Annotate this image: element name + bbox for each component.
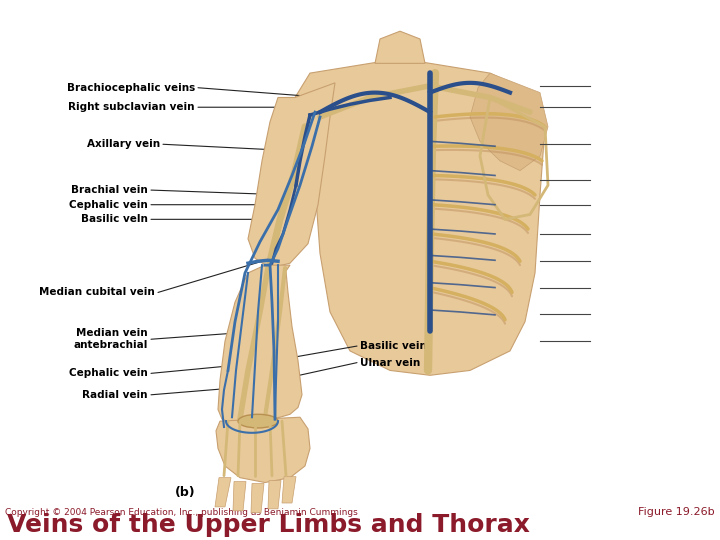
- Polygon shape: [215, 478, 231, 507]
- Polygon shape: [375, 31, 425, 63]
- Polygon shape: [268, 481, 281, 509]
- Polygon shape: [295, 58, 545, 375]
- Text: Cephalic vein: Cephalic vein: [69, 368, 148, 379]
- Text: Brachial vein: Brachial vein: [71, 185, 148, 195]
- Text: Ulnar vein: Ulnar vein: [360, 357, 420, 368]
- Polygon shape: [218, 265, 302, 424]
- Polygon shape: [251, 483, 264, 513]
- Text: Median cubital vein: Median cubital vein: [40, 287, 155, 298]
- Text: Veins of the Upper Limbs and Thorax: Veins of the Upper Limbs and Thorax: [7, 513, 530, 537]
- Polygon shape: [248, 83, 335, 268]
- Text: Axillary vein: Axillary vein: [87, 139, 160, 149]
- Polygon shape: [216, 417, 310, 483]
- Text: Basilic veln: Basilic veln: [81, 214, 148, 224]
- Text: Cephalic vein: Cephalic vein: [69, 200, 148, 210]
- Polygon shape: [282, 477, 296, 503]
- Text: Median vein
antebrachial: Median vein antebrachial: [73, 328, 148, 350]
- Text: Copyright © 2004 Pearson Education, Inc., publishing as Benjamin Cummings: Copyright © 2004 Pearson Education, Inc.…: [5, 508, 358, 517]
- Text: Radial vein: Radial vein: [83, 390, 148, 400]
- Text: Basilic vein: Basilic vein: [360, 341, 427, 351]
- Text: Brachiocephalic veins: Brachiocephalic veins: [67, 83, 195, 93]
- Text: Right subclavian vein: Right subclavian vein: [68, 102, 195, 112]
- Text: Figure 19.26b: Figure 19.26b: [639, 507, 715, 517]
- Polygon shape: [470, 73, 548, 171]
- Ellipse shape: [238, 414, 278, 428]
- Polygon shape: [233, 482, 246, 511]
- Text: (b): (b): [175, 486, 195, 499]
